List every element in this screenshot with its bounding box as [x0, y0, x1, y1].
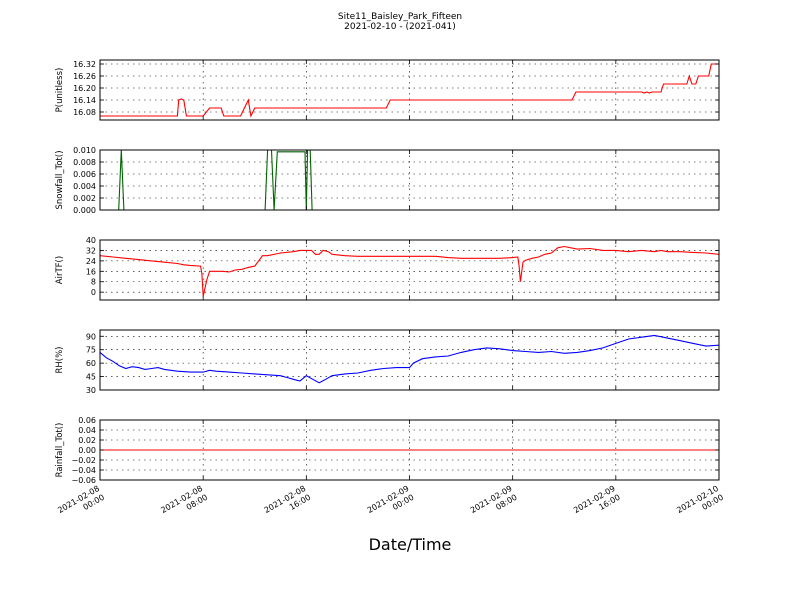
y-tick-label: 90: [86, 332, 96, 341]
figure-title: Site11_Baisley_Park_Fifteen: [338, 12, 462, 22]
y-tick-label: 0.06: [78, 416, 96, 425]
y-tick-label: 0.002: [73, 194, 96, 203]
y-tick-label: 75: [86, 346, 96, 355]
y-tick-label: 0.04: [78, 426, 96, 435]
y-tick-label: 16.32: [73, 60, 96, 69]
y-tick-label: 8: [91, 278, 96, 287]
figure-subtitle: 2021-02-10 - (2021-041): [344, 22, 456, 32]
y-axis-label: Rainfall_Tot(): [55, 423, 65, 478]
series-line-3: [99, 245, 720, 297]
y-tick-label: 32: [86, 246, 96, 255]
panel-4: 30 45 60 75 90 RH(%): [55, 329, 720, 395]
panel-5: −0.06−0.04−0.020.000.020.040.06 Rainfall_…: [55, 416, 720, 485]
y-tick-label: 0.02: [78, 436, 96, 445]
chart-panels: 16.08 16.14 16.20 16.26 16.32 P(unitless) 0.00…: [55, 59, 720, 485]
y-tick-label: 30: [86, 386, 96, 395]
y-tick-label: 0.008: [73, 158, 96, 167]
y-tick-label: −0.06: [71, 476, 96, 485]
y-tick-label: 16.14: [73, 96, 96, 105]
y-tick-label: 16: [86, 267, 96, 276]
y-tick-label: 40: [86, 236, 96, 245]
y-tick-label: −0.04: [71, 466, 96, 475]
panel-2: 0.000 0.002 0.004 0.006 0.008 0.010 Snowfall_T…: [55, 146, 720, 215]
y-tick-label: 24: [86, 257, 96, 266]
y-tick-label: −0.02: [71, 456, 96, 465]
y-tick-label: 16.20: [73, 84, 96, 93]
y-tick-label: 0.010: [73, 146, 96, 155]
y-tick-label: 0.006: [73, 170, 96, 179]
y-axis-label: P(unitless): [55, 68, 65, 113]
y-tick-label: 16.08: [73, 108, 96, 117]
series-line-4: [99, 334, 720, 384]
y-axis-label: AirTF(): [55, 256, 65, 284]
x-axis-label: Date/Time: [369, 535, 452, 554]
series-line-1: [100, 63, 719, 118]
panel-1: 16.08 16.14 16.20 16.26 16.32 P(unitless): [55, 59, 720, 121]
y-axis-label: Snowfall_Tot(): [55, 150, 65, 209]
y-tick-label: 0: [91, 288, 96, 297]
y-axis-label: RH(%): [55, 346, 65, 373]
y-tick-label: 45: [86, 373, 96, 382]
y-tick-label: 16.26: [73, 72, 96, 81]
y-tick-label: 0.004: [73, 182, 96, 191]
y-tick-label: 0.00: [78, 446, 96, 455]
y-tick-label: 60: [86, 359, 96, 368]
y-tick-label: 0.000: [73, 206, 96, 215]
